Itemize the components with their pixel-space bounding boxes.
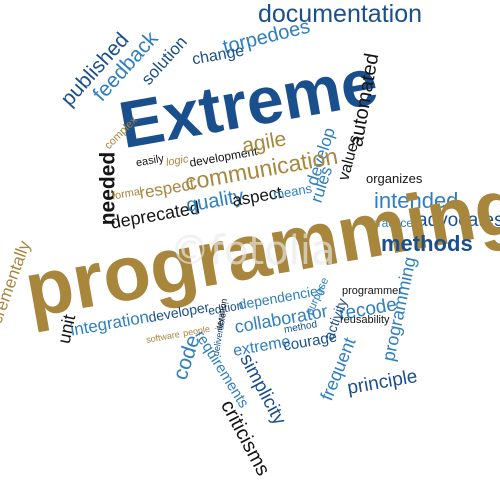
word-advocates: advocates (417, 210, 500, 231)
word-reusability: reusability (340, 314, 390, 326)
word-documentation: documentation (258, 0, 423, 28)
word-principle: principle (345, 366, 420, 399)
word-easily: easily (135, 152, 165, 170)
word-practice: practice (371, 216, 414, 230)
word-logic: logic (165, 153, 190, 169)
word-software: software (145, 329, 181, 345)
word-intended: intended (374, 188, 459, 213)
word-values: values (335, 133, 364, 183)
word-programmer: programmer (342, 285, 402, 297)
word-change: change (190, 42, 246, 69)
word-organizes: organizes (366, 171, 423, 186)
word-methods: methods (381, 231, 473, 256)
